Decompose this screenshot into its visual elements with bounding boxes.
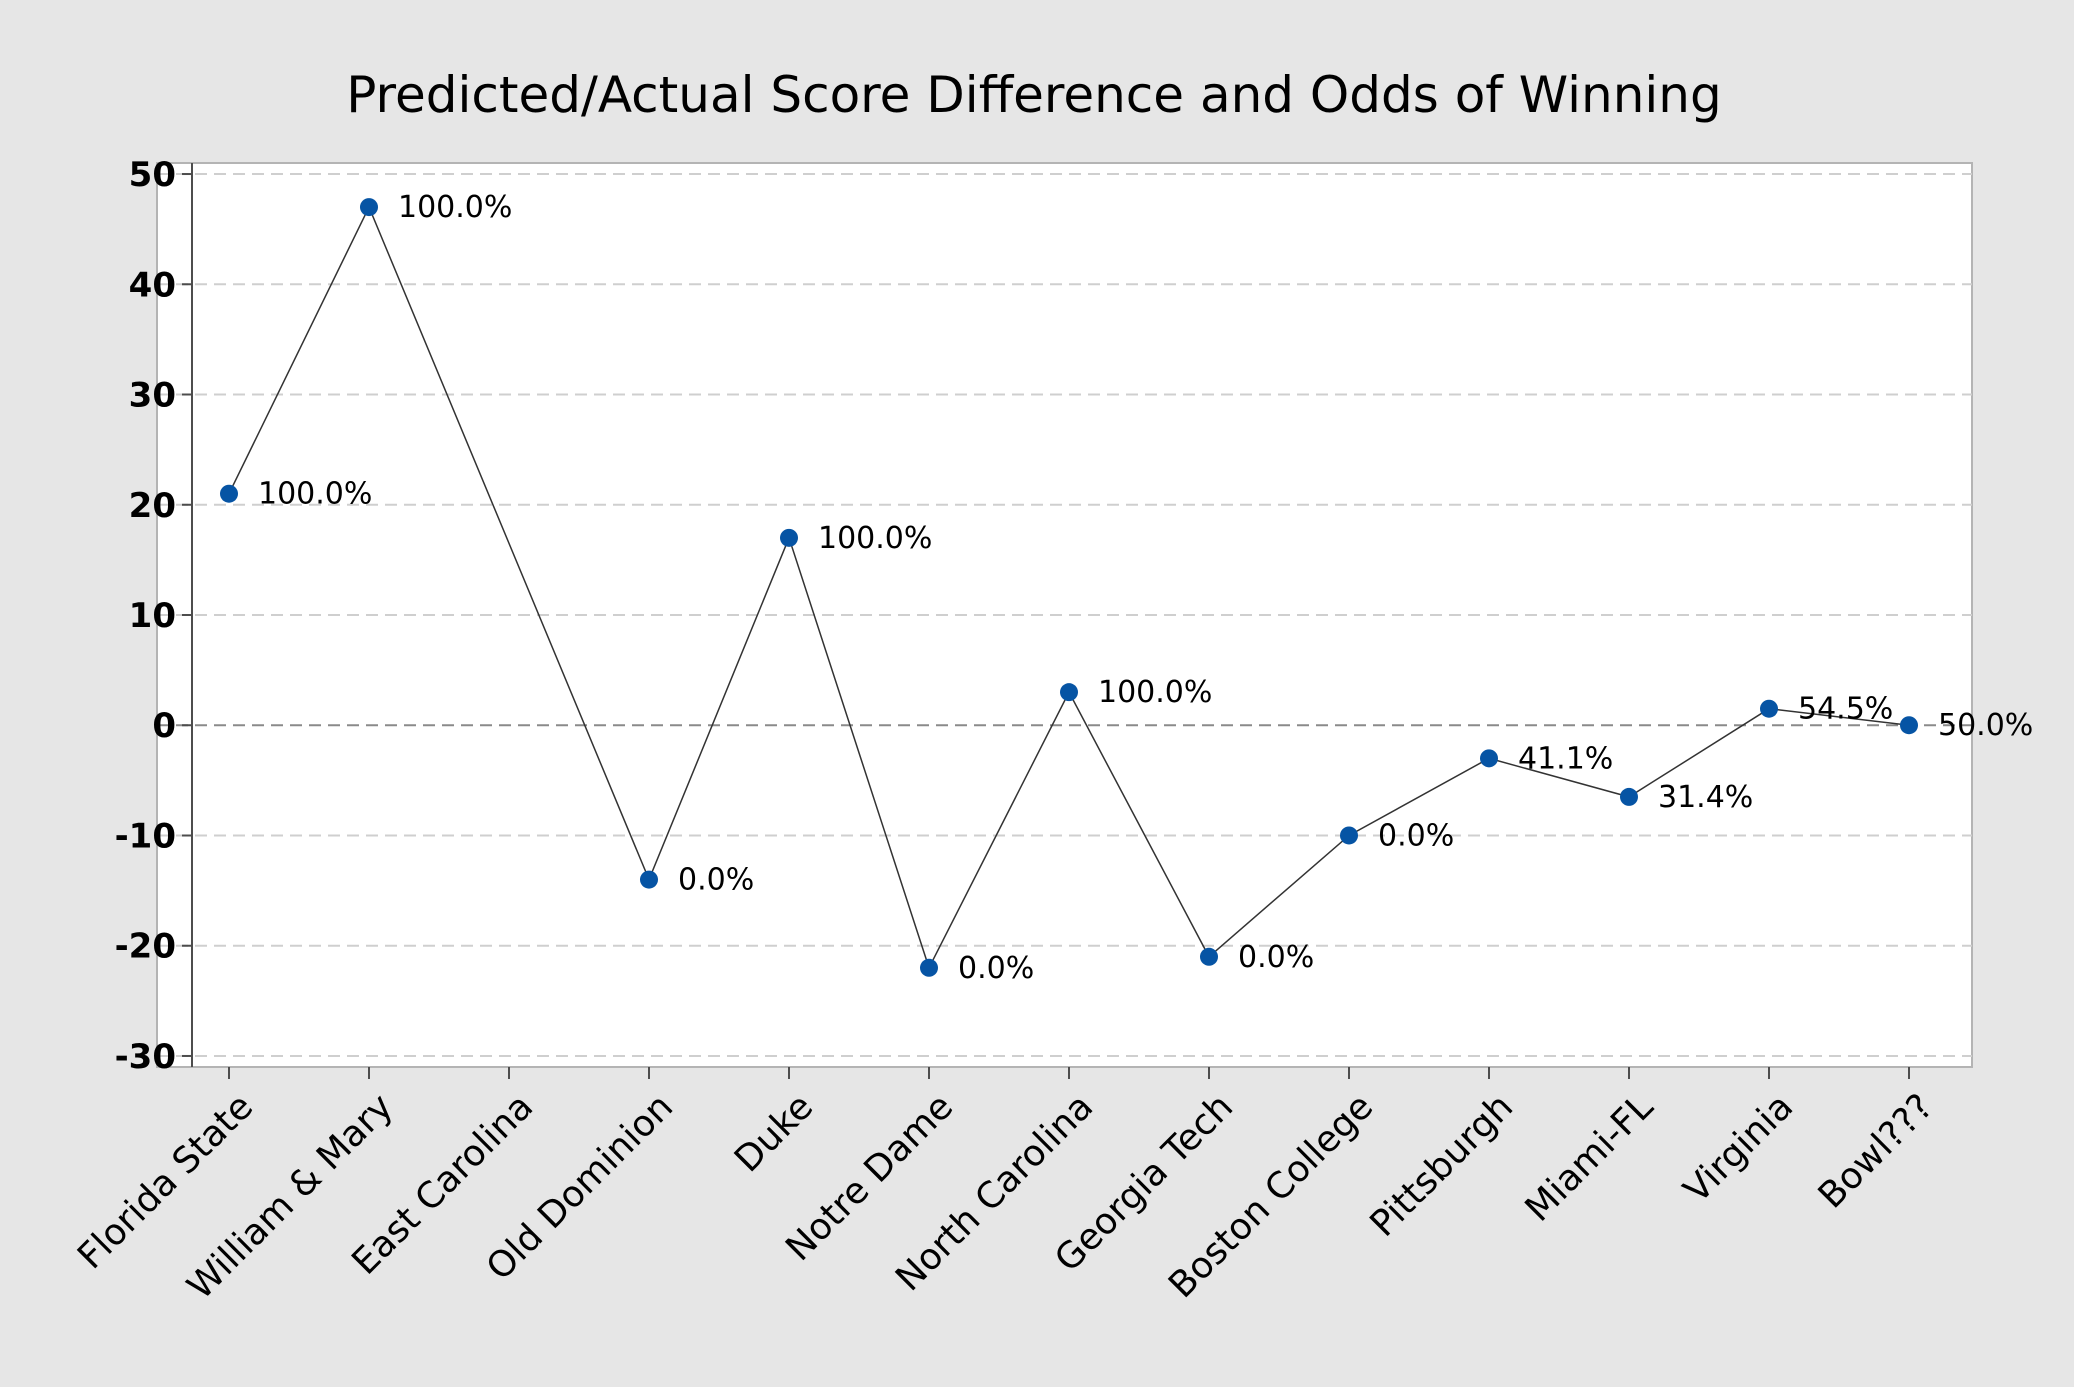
series-line: [228, 205, 1910, 970]
data-label: 100.0%: [398, 190, 512, 225]
data-label: 100.0%: [258, 477, 372, 512]
x-tick-label: Miami-FL: [1518, 1086, 1662, 1230]
y-tick-label: 20: [129, 486, 176, 526]
data-point: [920, 958, 938, 977]
x-tick-label: Pittsburgh: [1362, 1086, 1521, 1245]
data-point: [1620, 787, 1638, 806]
data-point: [1200, 947, 1218, 966]
data-label: 31.4%: [1658, 780, 1753, 815]
data-label: 50.0%: [1938, 708, 2033, 743]
data-label: 0.0%: [1238, 940, 1314, 975]
data-point: [1480, 749, 1498, 768]
data-labels: 100.0% 100.0% 0.0% 100.0% 0.0% 100.0% 0.0% 0.0%…: [258, 190, 2033, 986]
y-tick-label: 40: [129, 265, 176, 305]
data-label: 0.0%: [1378, 818, 1454, 853]
data-label: 100.0%: [1098, 675, 1212, 710]
data-point: [1340, 826, 1358, 845]
data-point: [220, 484, 238, 503]
data-point: [360, 198, 378, 217]
y-tick-label: 30: [129, 376, 176, 416]
y-tick-label: 10: [129, 596, 176, 636]
x-tick-label: Bowl???: [1811, 1086, 1941, 1216]
data-label: 41.1%: [1518, 741, 1613, 776]
x-tick-label: Virginia: [1676, 1086, 1801, 1211]
data-point: [780, 528, 798, 547]
y-tick-label: -30: [115, 1037, 176, 1077]
data-label: 100.0%: [818, 521, 932, 556]
x-tick-label: Duke: [727, 1086, 821, 1180]
data-label: 0.0%: [958, 951, 1034, 986]
series-polyline: [228, 205, 1910, 970]
data-point: [1900, 716, 1918, 735]
data-label: 54.5%: [1798, 692, 1893, 727]
y-tick-label: -10: [115, 816, 176, 856]
y-tick-label: 50: [129, 155, 176, 195]
data-point: [1760, 699, 1778, 718]
data-point: [1060, 683, 1078, 702]
chart-title: Predicted/Actual Score Difference and Od…: [346, 66, 1721, 124]
data-label: 0.0%: [678, 863, 754, 898]
data-point: [640, 870, 658, 889]
y-tick-label: 0: [152, 706, 176, 746]
y-tick-label: -20: [115, 927, 176, 967]
data-points: [220, 198, 1918, 977]
gridlines: [157, 173, 1972, 1057]
